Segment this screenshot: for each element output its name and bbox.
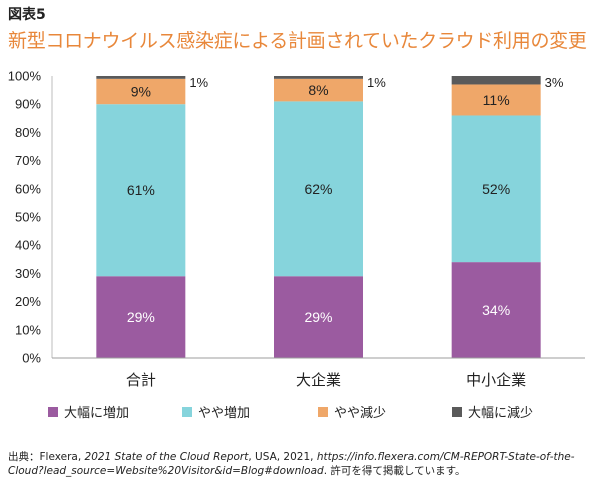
bars: 29% 61% 9% 1% 29% 62% 8% 1% 34% 52% 11% 3% (96, 75, 564, 358)
legend-swatch (318, 406, 328, 417)
y-tick-label: 90% (15, 97, 41, 112)
data-label: 62% (304, 181, 332, 197)
data-label: 61% (127, 182, 155, 198)
data-label: 1% (367, 75, 386, 90)
x-tick-label: 大企業 (296, 371, 341, 389)
y-axis: 0% 10% 20% 30% 40% 50% 60% 70% 80% 90% 100% (8, 69, 53, 366)
y-tick-label: 0% (22, 351, 41, 366)
source-suffix: . 許可を得て掲載しています。 (323, 465, 466, 477)
legend-label: 大幅に増加 (64, 406, 130, 421)
bar-segment (96, 78, 186, 105)
y-tick-label: 50% (15, 210, 41, 225)
legend-label: やや増加 (198, 406, 251, 421)
source-note: 出典：Flexera, 2021 State of the Cloud Repo… (8, 450, 598, 478)
data-label: 8% (308, 82, 328, 98)
bar-group: 29% 62% 8% 1% (274, 75, 386, 358)
x-tick-label: 合計 (126, 371, 156, 389)
legend-item: 大幅に減少 (452, 402, 533, 421)
bar-segment (451, 262, 541, 358)
y-tick-label: 80% (15, 125, 41, 140)
bar-segment (96, 276, 186, 358)
bar-segment (274, 101, 363, 277)
data-label: 52% (482, 181, 510, 197)
y-tick-label: 40% (15, 238, 41, 253)
source-prefix: 出典：Flexera, (8, 451, 85, 463)
legend-item: 大幅に増加 (48, 402, 129, 421)
bar-segment (96, 76, 186, 79)
y-tick-label: 20% (15, 294, 41, 309)
bar-segment (96, 104, 186, 277)
legend-label: やや減少 (334, 406, 387, 421)
legend-swatch (452, 406, 462, 417)
stacked-bar-chart: 0% 10% 20% 30% 40% 50% 60% 70% 80% 90% 100% 29% 61%… (8, 69, 585, 389)
legend-swatch (48, 406, 58, 417)
legend-label: 大幅に減少 (468, 406, 534, 421)
data-label: 34% (482, 302, 510, 318)
bar-segment (451, 115, 541, 263)
data-label: 29% (304, 309, 332, 325)
figure-label: 図表5 (8, 7, 46, 23)
legend-item: やや増加 (182, 402, 250, 421)
bar-segment (274, 78, 363, 102)
bar-group: 34% 52% 11% 3% (451, 75, 564, 358)
source-report-title: 2021 State of the Cloud Report (84, 451, 249, 463)
bar-segment (274, 276, 363, 358)
x-axis: 合計 大企業 中小企業 (52, 357, 585, 389)
y-tick-label: 70% (15, 153, 41, 168)
legend-item: やや減少 (318, 402, 386, 421)
bar-segment (451, 76, 541, 85)
legend-swatch (182, 406, 192, 417)
y-tick-label: 30% (15, 266, 41, 281)
data-label: 29% (127, 309, 155, 325)
bar-segment (274, 76, 363, 79)
x-tick-label: 中小企業 (466, 371, 526, 389)
source-url: https://info.flexera.com/CM-REPORT-State… (8, 451, 575, 477)
y-tick-label: 10% (15, 322, 41, 337)
legend: 大幅に増加 やや増加 やや減少 大幅に減少 (0, 402, 600, 422)
chart-title: 新型コロナウイルス感染症による計画されていたクラウド利用の変更 (8, 30, 587, 52)
y-tick-label: 100% (8, 69, 42, 84)
data-label: 1% (189, 75, 208, 90)
data-label: 11% (483, 92, 510, 108)
bar-group: 29% 61% 9% 1% (96, 75, 209, 358)
source-mid: , USA, 2021, (248, 451, 317, 463)
bar-segment (451, 84, 541, 116)
data-label: 3% (545, 75, 564, 90)
data-label: 9% (131, 84, 151, 100)
y-tick-label: 60% (15, 181, 41, 196)
